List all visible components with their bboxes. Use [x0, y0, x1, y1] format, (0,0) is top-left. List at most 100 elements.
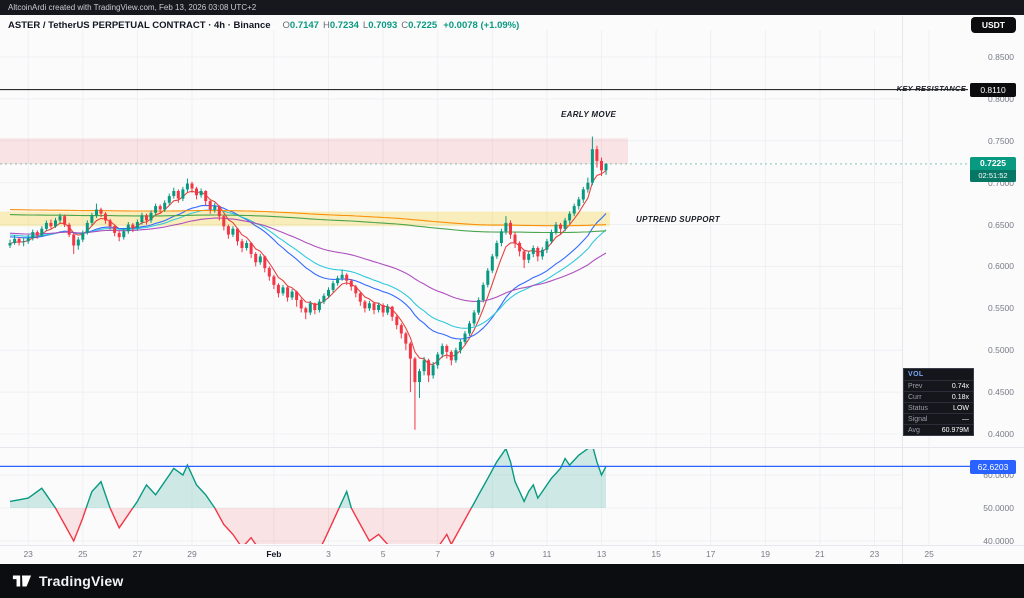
- candle-body: [595, 149, 599, 161]
- vol-row-value: LOW: [953, 404, 969, 412]
- candle-body: [213, 206, 217, 210]
- vol-row-label: Signal: [908, 415, 928, 423]
- candle-body: [217, 206, 221, 217]
- candle-body: [577, 199, 581, 207]
- vol-row-label: Curr: [908, 393, 922, 401]
- volume-info-panel: VOL Prev 0.74x Curr 0.18x Status LOW Signal…: [903, 368, 974, 436]
- vol-row-value: 0.74x: [951, 382, 969, 390]
- candle-body: [22, 241, 26, 243]
- candle-body: [340, 274, 344, 279]
- vol-row-label: Avg: [908, 426, 920, 434]
- candle-body: [67, 224, 71, 235]
- vol-row-value: —: [962, 415, 969, 423]
- candle-body: [190, 183, 194, 189]
- candle-body: [254, 253, 258, 263]
- oscillator-fill-below: [10, 508, 606, 544]
- candle-body: [504, 222, 508, 232]
- candle-body: [477, 300, 481, 313]
- candle-body: [95, 209, 98, 216]
- ma-line-slow-purple[interactable]: [9, 217, 607, 302]
- candle-body: [399, 325, 403, 334]
- ma-line-long-green[interactable]: [9, 214, 607, 234]
- volume-row-signal: Signal —: [904, 413, 973, 424]
- candle-body: [440, 346, 444, 355]
- candle-body: [486, 270, 490, 285]
- candle-body: [513, 234, 517, 243]
- candle-body: [422, 360, 426, 372]
- candle-body: [272, 276, 276, 285]
- candle-body: [85, 222, 89, 233]
- candle-body: [317, 301, 321, 310]
- change-value: +0.0078 (+1.09%): [443, 20, 520, 31]
- key-resistance-price-badge: 0.8110: [970, 83, 1016, 98]
- annotation-uptrend-support: UPTREND SUPPORT: [636, 215, 720, 224]
- candle-body: [418, 371, 421, 383]
- candle-body: [331, 283, 335, 290]
- volume-panel-title: VOL: [908, 371, 924, 378]
- candle-body: [395, 316, 399, 326]
- candle-body: [377, 305, 381, 310]
- candle-body: [40, 228, 44, 236]
- candle-body: [208, 201, 212, 210]
- candle-body: [568, 213, 572, 221]
- candle-body: [90, 215, 94, 223]
- candle-body: [8, 243, 12, 246]
- oscillator-value-badge: 62.6203: [970, 459, 1016, 474]
- candle-body: [545, 241, 549, 250]
- candle-body: [522, 251, 526, 260]
- candle-body: [345, 274, 349, 281]
- ma-line-fast-red[interactable]: [9, 170, 607, 366]
- candle-body: [222, 216, 226, 227]
- vol-row-value: 0.18x: [951, 393, 969, 401]
- candle-body: [490, 256, 494, 271]
- candle-body: [304, 308, 308, 313]
- candle-body: [185, 183, 189, 190]
- candle-body: [145, 215, 148, 221]
- volume-row-status: Status LOW: [904, 402, 973, 413]
- candle-body: [245, 243, 249, 248]
- candle-body: [349, 280, 353, 287]
- candle-body: [431, 365, 435, 376]
- ma-line-mid-blue[interactable]: [9, 204, 607, 340]
- footer-bar: TradingView: [0, 564, 1024, 598]
- candle-body: [363, 301, 367, 309]
- candle-body: [17, 238, 21, 243]
- candle-body: [313, 303, 317, 310]
- low-label: L: [362, 20, 369, 31]
- candle-body: [586, 182, 590, 190]
- tradingview-logo[interactable]: TradingView: [12, 571, 123, 591]
- candle-body: [445, 346, 449, 352]
- symbol-title[interactable]: ASTER / TetherUS PERPETUAL CONTRACT · 4h…: [8, 20, 271, 31]
- candle-body: [499, 231, 503, 243]
- candle-body: [99, 209, 103, 214]
- candle-body: [263, 256, 267, 269]
- symbol-header: ASTER / TetherUS PERPETUAL CONTRACT · 4h…: [8, 20, 519, 31]
- candle-body: [126, 224, 130, 232]
- candle-body: [58, 216, 62, 221]
- candle-body: [267, 268, 271, 277]
- candle-body: [113, 226, 117, 233]
- ma-line-mid-cyan[interactable]: [9, 209, 607, 329]
- currency-badge[interactable]: USDT: [970, 17, 1016, 33]
- candle-body: [463, 333, 467, 342]
- candle-body: [495, 243, 499, 257]
- candle-body: [176, 191, 180, 199]
- candlestick-series[interactable]: [8, 136, 608, 430]
- volume-row-prev: Prev 0.74x: [904, 380, 973, 391]
- attribution-bar: AltcoinArdi created with TradingView.com…: [0, 0, 1024, 15]
- candle-body: [408, 343, 412, 359]
- candle-body: [122, 231, 126, 238]
- candle-body: [454, 350, 458, 361]
- candle-body: [327, 289, 330, 296]
- tradingview-mark-icon: [12, 575, 32, 587]
- attribution-text: AltcoinArdi created with TradingView.com…: [8, 3, 257, 12]
- candle-body: [531, 248, 535, 254]
- candle-body: [458, 341, 462, 351]
- candle-body: [509, 222, 512, 235]
- candle-body: [199, 191, 203, 196]
- candle-body: [26, 238, 30, 242]
- high-value: 0.7234: [329, 20, 359, 31]
- open-label: O: [282, 20, 290, 31]
